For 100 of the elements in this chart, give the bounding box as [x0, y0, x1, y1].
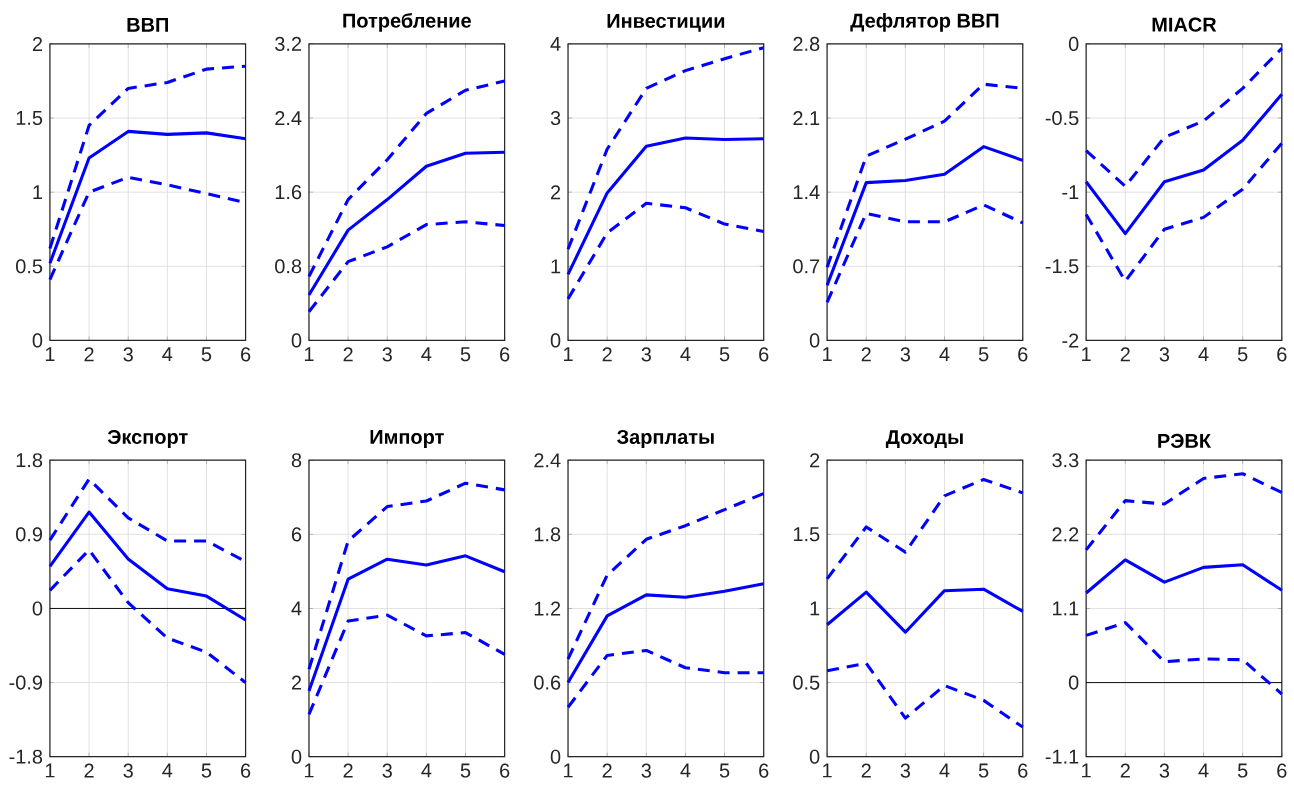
x-tick-label: 6 [1018, 763, 1028, 778]
y-tick-label: 2.2 [1052, 527, 1079, 542]
x-tick-label: 6 [759, 763, 769, 778]
x-tick-label: 4 [680, 347, 691, 362]
y-tick-label: 1.8 [16, 453, 43, 468]
x-tick-label: 3 [900, 347, 911, 362]
x-tick-label: 2 [1120, 347, 1130, 362]
line-series [566, 582, 766, 685]
x-tick-label: 3 [1159, 763, 1170, 778]
line-series [48, 510, 248, 622]
line-series [1084, 558, 1284, 595]
x-tick-label: 4 [162, 347, 173, 362]
x-tick-label: 4 [1198, 763, 1209, 778]
y-tick-label: 0 [291, 749, 302, 764]
y-tick-label: 0.5 [16, 259, 43, 274]
chart-title: Зарплаты [617, 430, 714, 449]
x-tick-label: 6 [500, 347, 510, 362]
y-tick-label: 1 [810, 601, 820, 616]
y-tick-label: 6 [291, 527, 302, 542]
x-tick-label: 4 [1198, 347, 1209, 362]
x-tick-label: 4 [421, 763, 432, 778]
x-tick-label: 3 [382, 763, 392, 778]
x-tick-label: 4 [939, 347, 950, 362]
chart-title: Дефлятор ВВП [850, 13, 999, 32]
x-tick-label: 4 [162, 763, 173, 778]
y-tick-label: 1.4 [793, 185, 820, 200]
line-series [307, 79, 507, 279]
x-tick-label: 2 [84, 347, 94, 362]
y-tick-label: 0.9 [16, 527, 43, 542]
y-tick-label: 4 [291, 601, 302, 616]
y-tick-label: 1.5 [793, 527, 820, 542]
line-series [1084, 141, 1284, 283]
x-tick-label: 5 [978, 347, 989, 362]
y-tick-label: 2 [810, 453, 820, 468]
x-tick-label: 1 [823, 763, 832, 778]
x-tick-label: 6 [241, 347, 251, 362]
line-series [48, 130, 248, 266]
line-series [1084, 92, 1284, 236]
line-series [307, 150, 507, 297]
x-tick-label: 6 [500, 763, 510, 778]
x-tick-label: 2 [1120, 763, 1130, 778]
line-series [566, 46, 766, 251]
x-tick-label: 6 [1018, 347, 1028, 362]
x-tick-label: 2 [602, 347, 612, 362]
x-tick-label: 1 [564, 347, 573, 362]
line-series [307, 220, 507, 314]
x-tick-label: 6 [1277, 347, 1287, 362]
y-tick-label: 1.2 [534, 601, 561, 616]
x-tick-label: 5 [1237, 763, 1248, 778]
y-tick-label: 2.4 [275, 111, 302, 126]
y-tick-label: 0.6 [534, 675, 561, 690]
x-tick-label: 5 [1237, 347, 1248, 362]
y-tick-label: 0.7 [793, 259, 820, 274]
line-series [566, 136, 766, 277]
x-tick-label: 2 [861, 763, 871, 778]
chart-title: MIACR [1152, 17, 1217, 32]
x-tick-label: 2 [343, 763, 353, 778]
y-tick-label: 2 [291, 675, 302, 690]
x-tick-label: 1 [304, 763, 314, 778]
x-tick-label: 3 [641, 763, 651, 778]
x-tick-label: 3 [900, 763, 911, 778]
y-tick-label: -1.1 [1045, 750, 1079, 764]
x-tick-label: 2 [602, 763, 612, 778]
x-tick-label: 1 [45, 763, 55, 778]
y-tick-label: 0.5 [793, 675, 820, 690]
x-tick-label: 2 [861, 347, 871, 362]
x-tick-label: 5 [201, 347, 212, 362]
y-tick-label: -1 [1062, 185, 1079, 200]
y-tick-label: 0 [1068, 37, 1079, 52]
x-tick-label: 3 [123, 763, 133, 778]
x-tick-label: 5 [460, 347, 471, 362]
x-tick-label: 1 [45, 347, 55, 362]
line-series [825, 587, 1025, 634]
x-tick-label: 4 [421, 347, 432, 362]
x-tick-label: 5 [719, 763, 730, 778]
chart-title: Доходы [885, 430, 963, 449]
y-tick-label: -1.8 [9, 749, 43, 764]
line-series [1084, 472, 1284, 552]
x-tick-label: 1 [564, 763, 573, 778]
chart-title: Потребление [343, 13, 471, 32]
x-tick-label: 3 [382, 347, 392, 362]
y-tick-label: 0 [32, 333, 43, 348]
chart-title: Экспорт [107, 430, 188, 449]
y-tick-label: 3 [550, 111, 561, 126]
y-tick-label: 1 [33, 185, 43, 200]
line-series [307, 481, 507, 671]
y-tick-label: 8 [291, 453, 302, 468]
y-tick-label: 2.1 [793, 111, 820, 126]
y-tick-label: 3.2 [275, 37, 302, 52]
y-tick-label: 0 [1068, 675, 1079, 690]
x-tick-label: 5 [978, 763, 989, 778]
x-tick-label: 6 [1277, 763, 1287, 778]
x-tick-label: 1 [1082, 763, 1091, 778]
x-tick-label: 5 [719, 347, 730, 362]
line-series [48, 64, 248, 251]
x-tick-label: 6 [759, 347, 769, 362]
line-series [307, 554, 507, 693]
y-tick-label: 3.3 [1052, 453, 1079, 468]
line-series [825, 661, 1025, 729]
y-tick-label: -2 [1062, 333, 1079, 348]
